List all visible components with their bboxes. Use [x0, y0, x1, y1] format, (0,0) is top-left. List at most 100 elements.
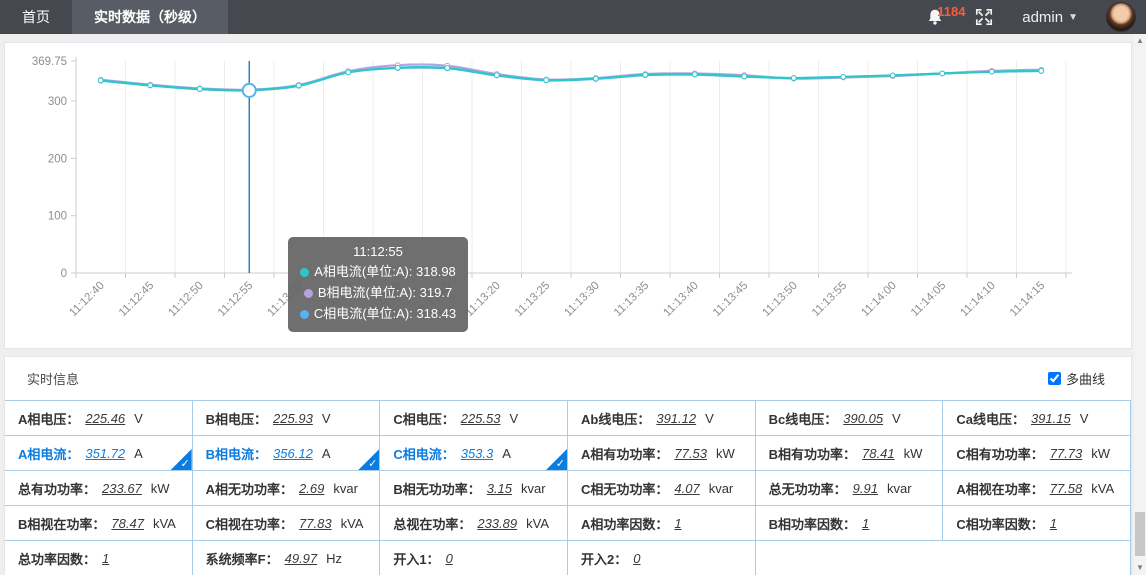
cell-unit: A — [321, 445, 331, 461]
cell-label: 开入1： — [393, 551, 440, 567]
cell-value[interactable]: 225.46 — [85, 410, 126, 426]
user-menu[interactable]: admin ▼ — [1022, 9, 1078, 26]
cell-value[interactable]: 233.67 — [102, 480, 142, 496]
cell-unit: kVA — [152, 515, 176, 531]
fullscreen-icon[interactable] — [974, 7, 994, 27]
svg-text:11:13:55: 11:13:55 — [810, 280, 850, 320]
cell-label: C相视在功率： — [205, 516, 294, 532]
table-cell: 总视在功率： 233.89 kVA — [380, 506, 568, 541]
svg-text:11:13:35: 11:13:35 — [612, 280, 652, 320]
cell-value[interactable]: 353.3 — [460, 445, 494, 461]
cell-value[interactable]: 77.73 — [1049, 445, 1083, 461]
svg-text:11:13:40: 11:13:40 — [661, 280, 701, 320]
cell-label: C相有功功率： — [956, 446, 1044, 462]
cell-label: Ab线电压： — [581, 411, 651, 427]
multi-curve-checkbox[interactable] — [1047, 372, 1061, 385]
cell-value[interactable]: 3.15 — [486, 480, 513, 496]
tooltip-time: 11:12:55 — [353, 244, 403, 259]
realtime-current-chart[interactable]: 0 100 200 300 369.75 11:12:40 11:12:45 11:12:50… — [5, 43, 1131, 348]
svg-text:11:12:55: 11:12:55 — [216, 280, 256, 320]
table-cell: A相无功功率： 2.69 kvar — [192, 471, 381, 506]
realtime-chart-panel: 0 100 200 300 369.75 11:12:40 11:12:45 11:12:50… — [4, 42, 1132, 349]
check-icon: ✓ — [368, 458, 378, 470]
cell-unit: kW — [1091, 445, 1111, 461]
cell-value[interactable]: 351.72 — [85, 445, 126, 461]
top-navbar: 首页 实时数据（秒级） 1184 admin ▼ — [0, 0, 1146, 34]
cell-value[interactable]: 9.91 — [852, 480, 878, 496]
cell-value[interactable]: 0 — [445, 550, 453, 566]
cell-label: 开入2： — [581, 551, 628, 567]
scroll-up-arrow[interactable]: ▲ — [1136, 36, 1144, 45]
cell-value[interactable]: 77.83 — [299, 515, 332, 531]
cell-value[interactable]: 390.05 — [843, 410, 884, 426]
svg-text:11:12:45: 11:12:45 — [117, 280, 157, 320]
cell-unit: V — [321, 410, 331, 426]
cell-label: Ca线电压： — [956, 411, 1025, 427]
avatar[interactable] — [1106, 2, 1136, 32]
cell-value[interactable]: 49.97 — [284, 550, 318, 566]
cell-value[interactable]: 77.58 — [1049, 480, 1083, 496]
table-cell: A相电压： 225.46 V — [5, 401, 193, 436]
cell-value[interactable]: 225.93 — [273, 410, 313, 426]
cell-unit: V — [705, 410, 714, 426]
tooltip-item: A相电流(单位:A): 318.98 — [298, 262, 458, 283]
cell-value[interactable]: 2.69 — [299, 480, 325, 496]
cell-label: 总无功功率： — [768, 481, 847, 497]
cell-value[interactable]: 391.12 — [656, 410, 697, 426]
cell-value[interactable]: 78.41 — [862, 445, 895, 461]
svg-text:11:13:20: 11:13:20 — [463, 280, 503, 320]
cell-value[interactable]: 391.15 — [1030, 410, 1071, 426]
svg-text:369.75: 369.75 — [32, 56, 67, 68]
cell-label: A相电流： — [18, 446, 80, 462]
cell-value[interactable]: 356.12 — [273, 445, 313, 461]
cell-value[interactable]: 233.89 — [477, 515, 518, 531]
cell-value[interactable]: 4.07 — [674, 480, 700, 496]
cell-value[interactable]: 78.47 — [111, 515, 144, 531]
page-scrollbar[interactable]: ▲ ▼ — [1134, 34, 1146, 575]
cell-label: Bc线电压： — [768, 411, 838, 427]
table-cell: C相电流： 353.3 A ✓ — [380, 436, 568, 471]
svg-text:100: 100 — [48, 211, 67, 223]
scroll-down-arrow[interactable]: ▼ — [1136, 563, 1144, 572]
table-cell: 系统频率F： 49.97 Hz — [193, 541, 381, 575]
check-icon: ✓ — [180, 458, 190, 470]
scrollbar-thumb[interactable] — [1135, 512, 1145, 556]
cell-unit: A — [502, 445, 511, 461]
cell-unit: kvar — [333, 480, 358, 496]
tab-realtime-data[interactable]: 实时数据（秒级） — [72, 0, 228, 34]
cell-unit: kvar — [521, 480, 546, 496]
multi-curve-toggle[interactable]: 多曲线 — [1047, 369, 1105, 388]
svg-text:11:14:05: 11:14:05 — [909, 280, 949, 320]
tooltip-item: C相电流(单位:A): 318.43 — [298, 304, 458, 325]
cell-label: B相电流： — [205, 446, 268, 462]
cell-unit: kVA — [340, 515, 364, 531]
realtime-info-panel: 实时信息 多曲线 A相电压： 225.46 V B相电压： 225.93 V C相电压： 22… — [4, 356, 1132, 575]
cell-value[interactable]: 1 — [102, 550, 110, 566]
table-cell-empty — [756, 541, 1131, 575]
series-dot-icon — [303, 288, 313, 298]
tab-home[interactable]: 首页 — [22, 9, 50, 25]
cell-label: C相功率因数： — [956, 516, 1044, 532]
table-cell: C相电压： 225.53 V — [380, 401, 568, 436]
cell-value[interactable]: 1 — [1049, 515, 1057, 531]
cell-value[interactable]: 77.53 — [674, 445, 707, 461]
table-cell: C相视在功率： 77.83 kVA — [192, 506, 381, 541]
cell-value[interactable]: 0 — [633, 550, 641, 566]
cell-label: 总视在功率： — [393, 516, 472, 532]
cell-value[interactable]: 1 — [674, 515, 682, 531]
cell-label: A相电压： — [18, 411, 80, 427]
table-cell: Ab线电压： 391.12 V — [568, 401, 756, 436]
notification-bell[interactable]: 1184 — [926, 4, 965, 27]
multi-curve-label: 多曲线 — [1065, 372, 1105, 387]
svg-text:11:12:50: 11:12:50 — [166, 280, 206, 320]
table-cell: 总功率因数： 1 — [5, 541, 193, 575]
cell-value[interactable]: 225.53 — [460, 410, 501, 426]
bell-icon — [928, 9, 942, 25]
cell-label: A相有功功率： — [581, 446, 669, 462]
cell-unit: kvar — [886, 480, 912, 496]
cell-unit: kW — [903, 445, 923, 461]
tooltip-item: B相电流(单位:A): 319.7 — [298, 283, 458, 304]
cell-unit: V — [134, 410, 143, 426]
cell-value[interactable]: 1 — [862, 515, 870, 531]
cell-label: 总有功功率： — [18, 481, 97, 497]
